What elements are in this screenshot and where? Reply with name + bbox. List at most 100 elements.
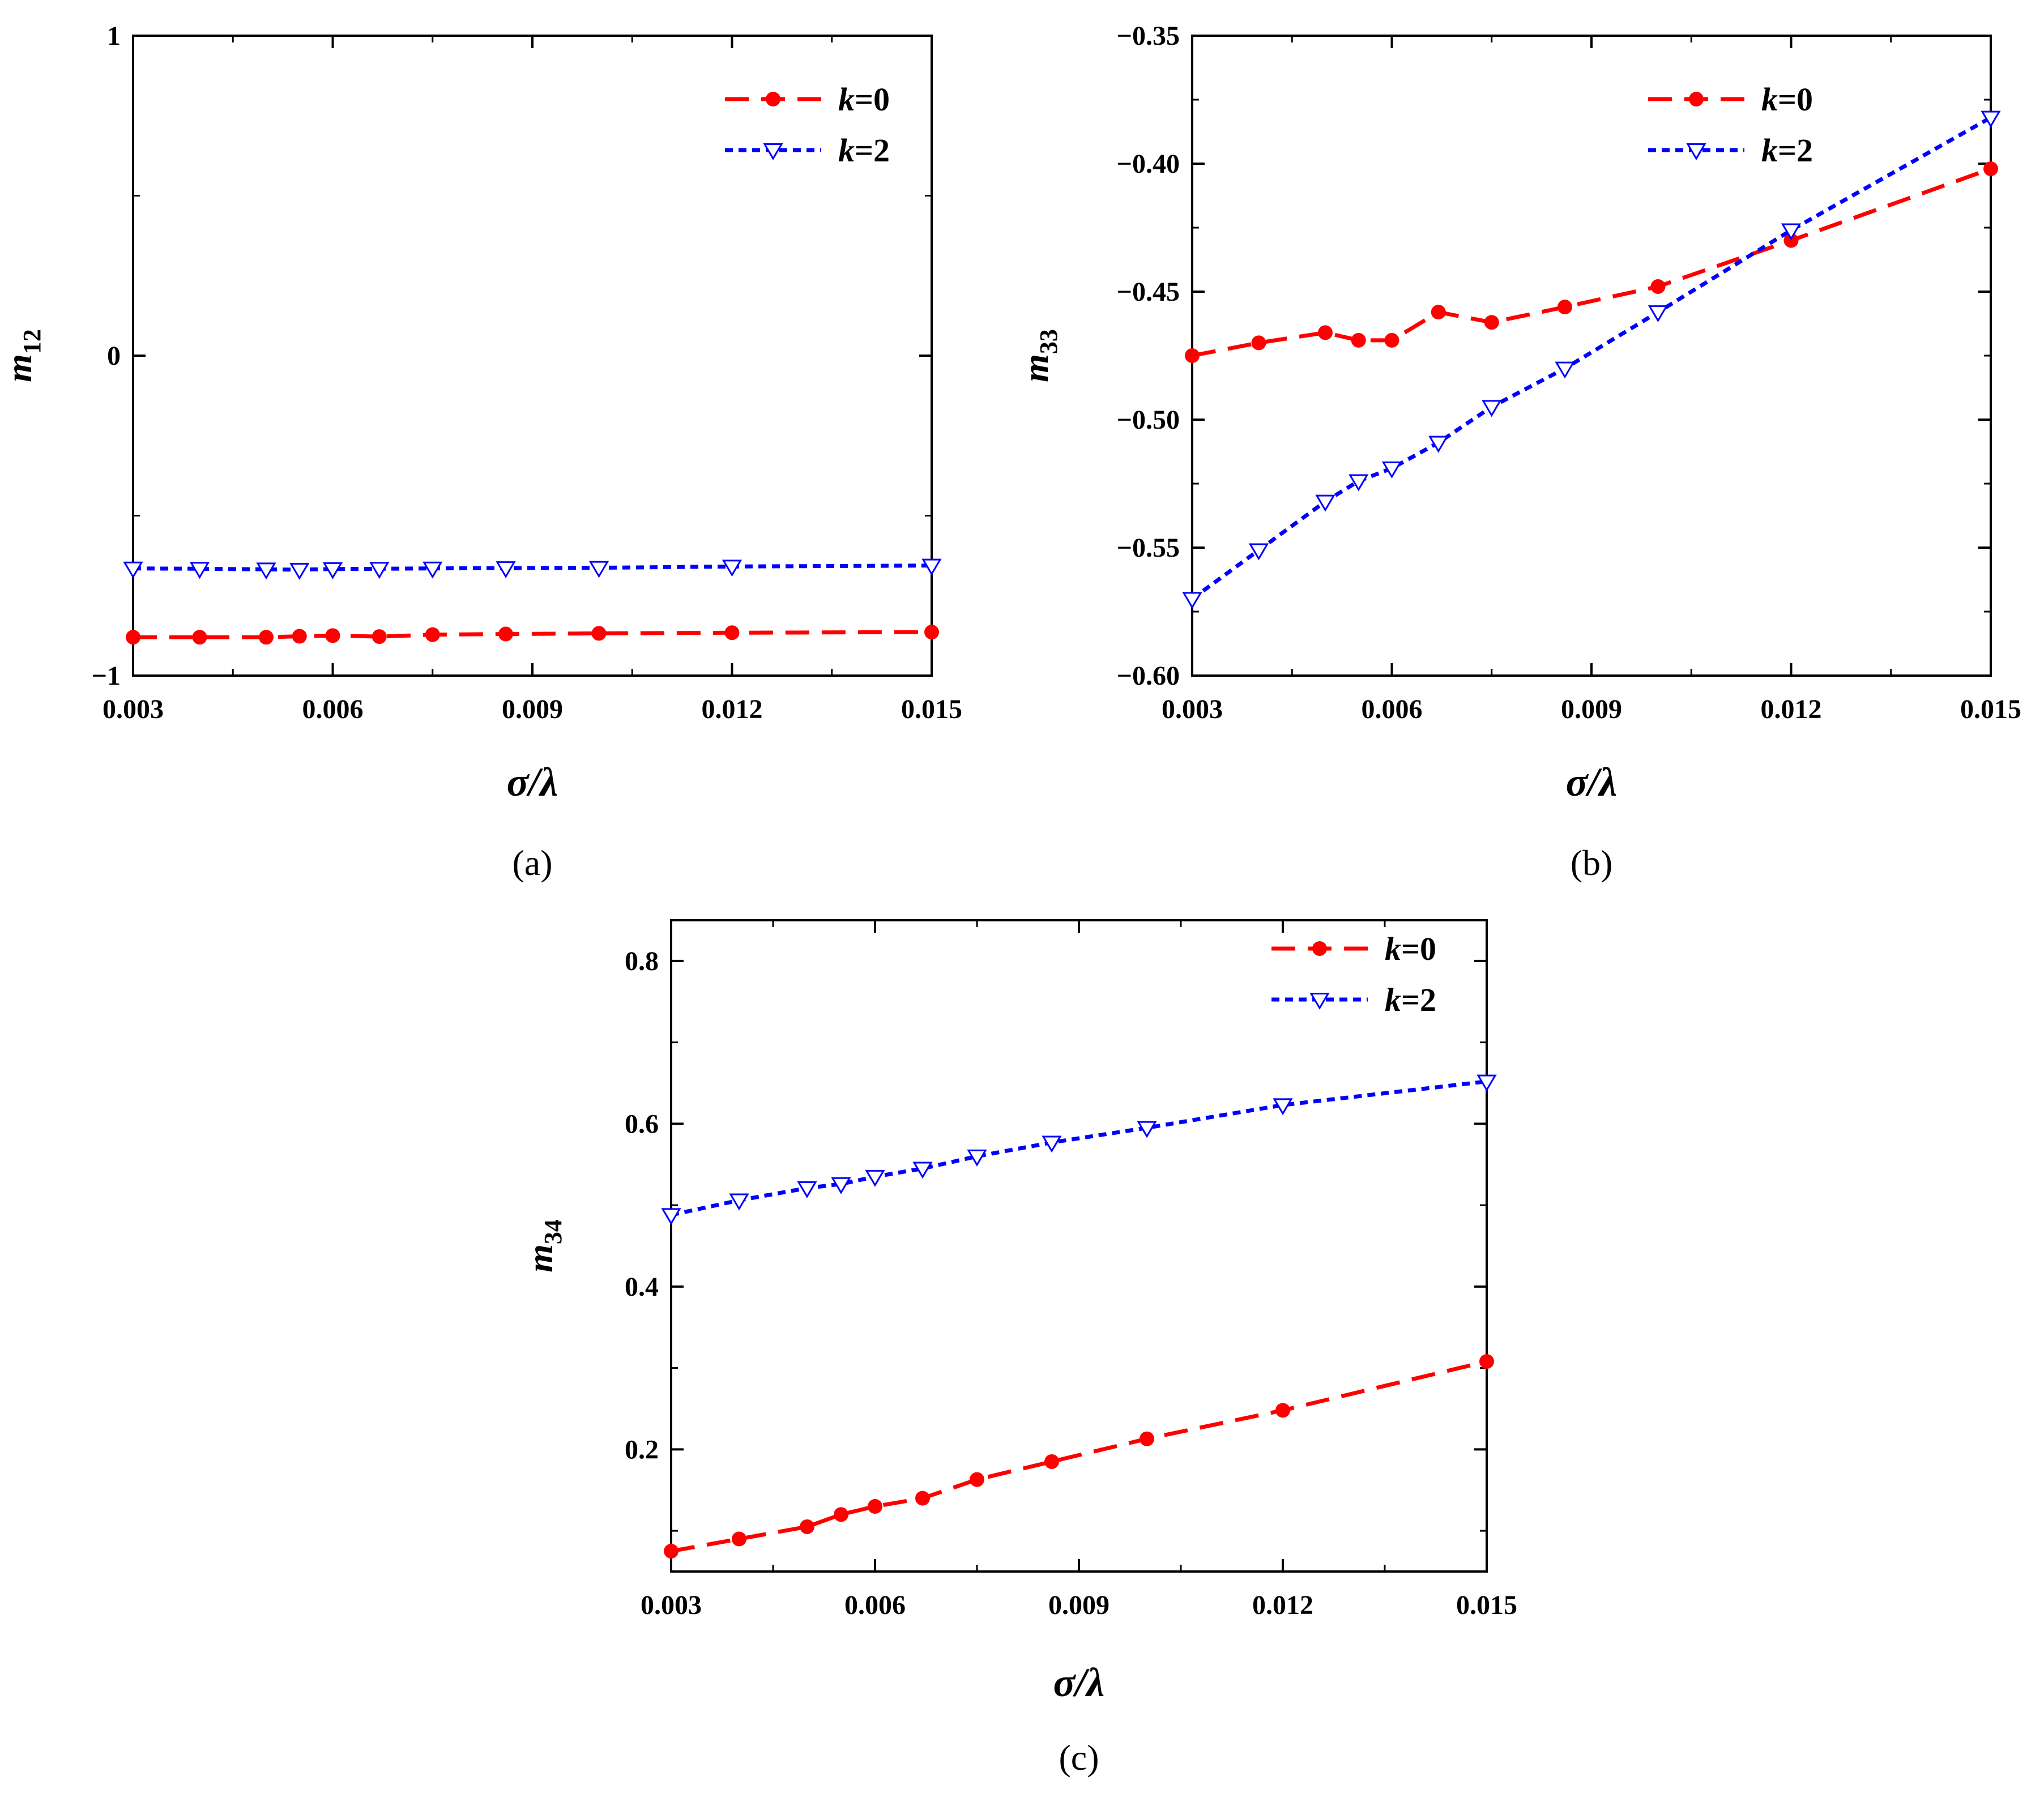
legend-label: k=2 [1385, 981, 1436, 1018]
data-point-k2 [921, 558, 942, 576]
x-tick-label: 0.009 [502, 694, 563, 724]
data-point-k0 [1044, 1454, 1059, 1469]
data-point-k0 [1275, 1403, 1290, 1418]
y-axis-title: m34 [520, 1219, 567, 1272]
x-tick-label: 0.003 [1162, 694, 1223, 724]
legend-rest: =2 [855, 132, 890, 169]
data-point-k0 [724, 625, 740, 640]
data-point-k0 [1484, 315, 1499, 330]
data-point-k2 [1315, 494, 1335, 512]
y-axis-title-main: m [520, 1244, 560, 1272]
legend-label: k=0 [1385, 930, 1436, 967]
data-point-k2 [289, 562, 310, 580]
legend-marker [1689, 92, 1704, 106]
panel-label: (a) [512, 843, 552, 883]
x-tick-label: 0.003 [641, 1590, 702, 1620]
data-point-k2 [1137, 1121, 1157, 1138]
y-tick-label: −0.60 [1117, 661, 1180, 691]
data-point-k2 [1781, 223, 1802, 241]
x-tick-label: 0.012 [702, 694, 763, 724]
data-point-k0 [664, 1544, 679, 1559]
data-point-k0 [1479, 1354, 1494, 1369]
x-axis-title: σ/λ [507, 759, 558, 805]
data-point-k0 [1384, 332, 1399, 348]
legend-rest: =2 [1401, 981, 1436, 1018]
legend-var: k [838, 81, 855, 118]
data-point-k0 [1140, 1431, 1154, 1446]
data-point-k2 [1981, 110, 2001, 128]
data-point-k2 [1482, 400, 1502, 417]
data-point-k2 [831, 1177, 851, 1194]
series-line-k2 [133, 563, 932, 572]
data-point-k0 [1557, 300, 1572, 315]
x-tick-label: 0.015 [901, 694, 962, 724]
panel-label: (b) [1571, 843, 1613, 883]
data-point-k2 [722, 560, 743, 577]
series-line-k0 [1192, 166, 1992, 358]
data-point-k2 [496, 561, 516, 579]
legend-label: k=2 [1761, 132, 1813, 169]
x-tick-label: 0.009 [1561, 694, 1622, 724]
legend-label: k=2 [838, 132, 890, 169]
legend-var: k [1385, 930, 1401, 967]
data-point-k0 [1783, 233, 1799, 248]
data-point-k2 [123, 561, 143, 579]
y-axis-title-sub: 34 [539, 1219, 567, 1244]
y-tick-label: 1 [107, 21, 121, 51]
x-axis-title: σ/λ [1053, 1660, 1105, 1705]
data-point-k2 [189, 562, 210, 579]
x-tick-label: 0.003 [103, 694, 164, 724]
legend-label: k=0 [838, 81, 890, 118]
series-line-k2 [671, 1079, 1487, 1217]
data-point-k2 [1349, 474, 1369, 492]
data-point-k2 [1648, 305, 1669, 323]
data-point-k0 [1983, 161, 1998, 177]
legend-label: k=0 [1761, 81, 1813, 118]
data-point-k0 [970, 1472, 984, 1487]
panel-a: 0.003 0.006 0.009 0.012 0.01510−1k=0k=2m12σ/… [0, 21, 962, 883]
data-point-k0 [425, 627, 440, 642]
data-point-k2 [1555, 361, 1575, 379]
data-point-k2 [729, 1193, 749, 1211]
series-line-k2 [1190, 116, 1992, 601]
legend-marker [1686, 143, 1706, 160]
y-tick-label: 0.4 [625, 1272, 659, 1302]
x-tick-label: 0.012 [1252, 1590, 1313, 1620]
x-axis-title: σ/λ [1566, 759, 1618, 805]
x-tick-label: 0.006 [1362, 694, 1423, 724]
y-tick-label: 0 [107, 341, 121, 371]
legend-var: k [1761, 81, 1778, 118]
data-point-k2 [1273, 1098, 1293, 1116]
legend-marker [1312, 941, 1327, 956]
data-point-k0 [915, 1491, 930, 1506]
y-tick-label: −0.40 [1117, 149, 1180, 179]
data-point-k0 [1185, 348, 1200, 363]
data-point-k2 [588, 561, 609, 578]
data-point-k0 [1650, 279, 1666, 294]
data-point-k2 [865, 1169, 885, 1187]
y-tick-label: −0.45 [1117, 277, 1180, 307]
panel-label: (c) [1059, 1737, 1099, 1778]
legend-var: k [1761, 132, 1778, 169]
data-point-k0 [126, 630, 140, 645]
data-point-k2 [322, 562, 343, 579]
data-point-k2 [797, 1181, 817, 1198]
y-tick-label: 0.2 [625, 1434, 659, 1464]
series-line-k0 [133, 630, 932, 639]
data-point-k2 [1428, 435, 1449, 453]
plot-frame [670, 919, 1488, 1573]
data-point-k2 [1182, 592, 1202, 609]
data-point-k0 [1351, 332, 1366, 348]
data-point-k0 [591, 626, 607, 641]
series-line-k0 [671, 1359, 1487, 1553]
data-point-k0 [192, 630, 207, 645]
legend-marker [766, 92, 780, 106]
panel-b: 0.003 0.006 0.009 0.012 0.015 −0.35 −0.40 −0.45… [1015, 21, 2021, 883]
data-point-k2 [967, 1149, 987, 1167]
data-point-k0 [325, 628, 340, 643]
y-tick-label: 0.8 [625, 946, 659, 976]
data-point-k0 [292, 629, 307, 644]
data-point-k0 [259, 630, 274, 645]
data-point-k2 [1042, 1135, 1062, 1153]
